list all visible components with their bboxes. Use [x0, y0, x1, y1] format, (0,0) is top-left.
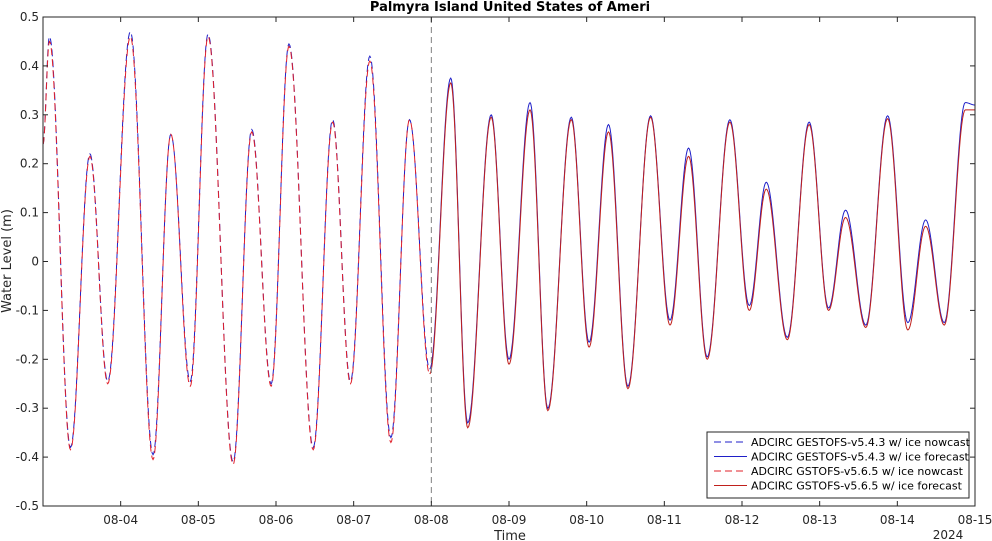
axis-ticks: 0.5 0.4 0.3 0.2 0.1 0 -0.1 -0.2 -0.3 -0.4 -0.5 08-0… — [16, 10, 992, 527]
plot-background — [43, 17, 975, 506]
x-tick-label: 08-09 — [492, 513, 527, 527]
x-tick-label: 08-06 — [259, 513, 294, 527]
x-tick-label: 08-04 — [103, 513, 138, 527]
legend-entry-label: ADCIRC GESTOFS-v5.4.3 w/ ice forecast — [751, 451, 970, 464]
y-tick-label: 0.1 — [20, 206, 39, 220]
legend-box — [706, 431, 970, 499]
x-tick-label: 08-10 — [569, 513, 604, 527]
y-tick-label: -0.1 — [16, 303, 39, 317]
x-tick-label: 08-14 — [880, 513, 915, 527]
y-tick-label: -0.2 — [16, 352, 39, 366]
chart-title: Palmyra Island United States of Ameri — [370, 0, 650, 15]
y-tick-label: 0.5 — [20, 10, 39, 24]
legend-entry-label: ADCIRC GSTOFS-v5.6.5 w/ ice forecast — [751, 480, 963, 493]
x-axis-year-label: 2024 — [933, 528, 964, 541]
legend-entry-label: ADCIRC GESTOFS-v5.4.3 w/ ice nowcast — [751, 436, 971, 449]
x-tick-label: 08-05 — [181, 513, 216, 527]
x-tick-label: 08-15 — [958, 513, 992, 527]
y-tick-label: -0.5 — [16, 499, 39, 513]
legend: ADCIRC GESTOFS-v5.4.3 w/ ice nowcast ADCI… — [706, 431, 971, 499]
y-tick-label: -0.3 — [16, 401, 39, 415]
x-tick-label: 08-12 — [725, 513, 760, 527]
x-tick-label: 08-07 — [336, 513, 371, 527]
y-tick-label: 0.3 — [20, 108, 39, 122]
series-layer — [43, 30, 975, 466]
y-tick-label: 0.2 — [20, 157, 39, 171]
y-tick-label: -0.4 — [16, 450, 39, 464]
series-line-gstofs-v565-nowcast — [43, 35, 431, 466]
legend-entry-label: ADCIRC GSTOFS-v5.6.5 w/ ice nowcast — [751, 465, 964, 478]
plot-area: 0.5 0.4 0.3 0.2 0.1 0 -0.1 -0.2 -0.3 -0.4 -0.5 08-0… — [16, 10, 992, 527]
x-axis-label: Time — [493, 529, 526, 541]
y-axis-label: Water Level (m) — [0, 209, 15, 313]
y-tick-label: 0 — [31, 255, 39, 269]
x-tick-label: 08-11 — [647, 513, 682, 527]
x-tick-label: 08-08 — [414, 513, 449, 527]
series-line-gstofs-v565-forecast — [429, 82, 975, 429]
y-tick-label: 0.4 — [20, 59, 39, 73]
x-tick-label: 08-13 — [802, 513, 837, 527]
